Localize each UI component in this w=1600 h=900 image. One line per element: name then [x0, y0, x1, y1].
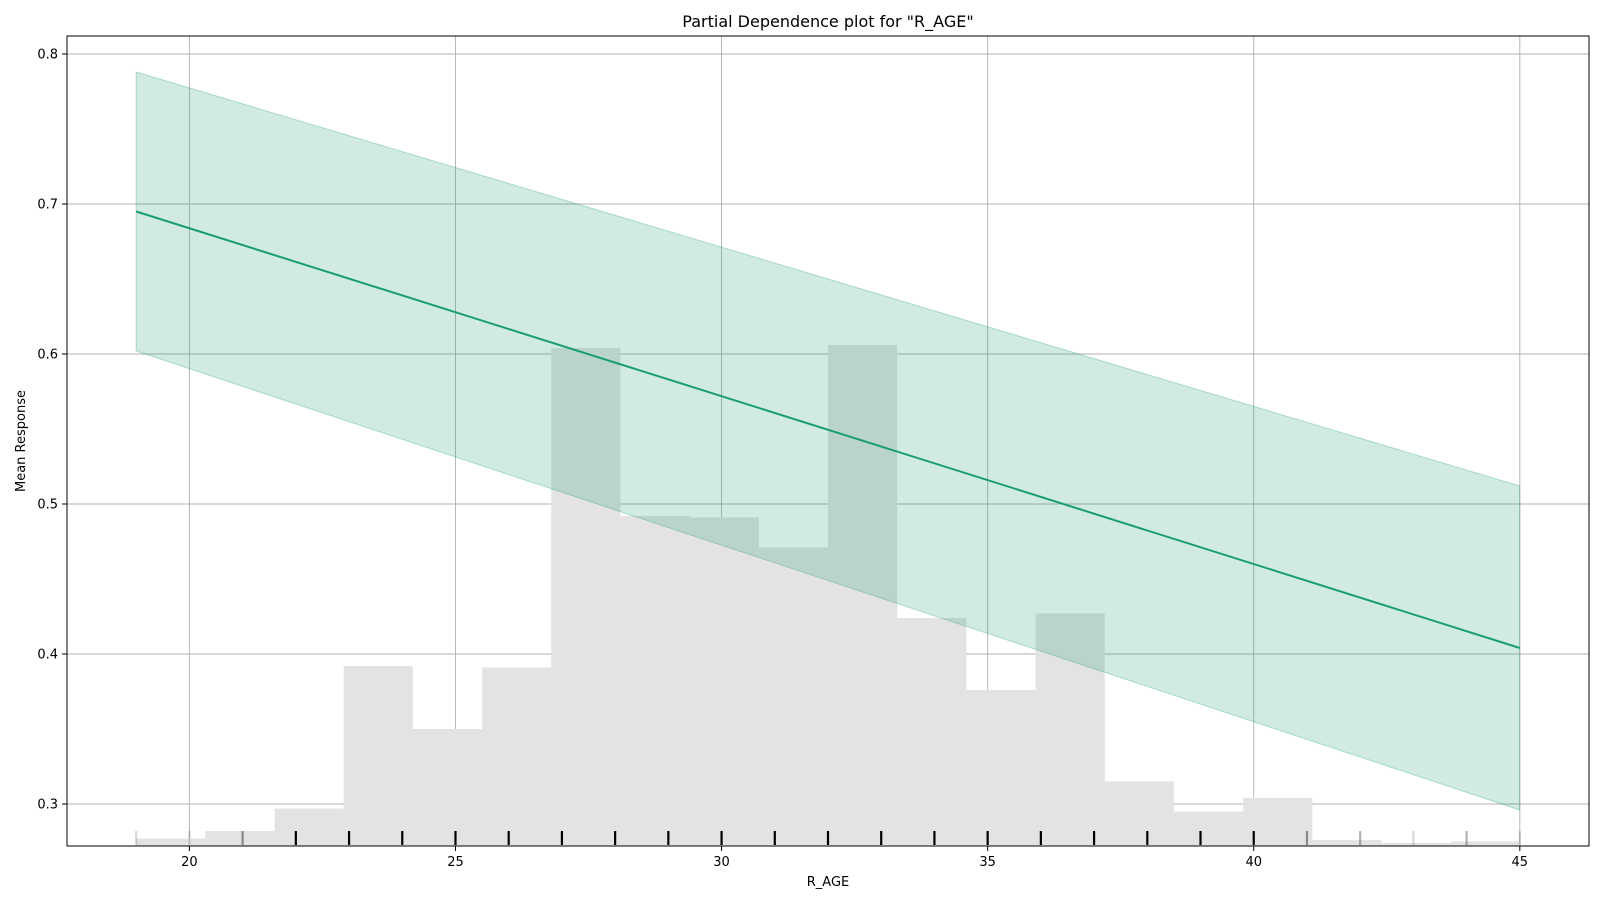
histogram-bar: [205, 831, 275, 846]
histogram-bar: [897, 618, 967, 846]
y-axis-ticks: 0.3 0.4 0.5 0.6 0.7 0.8: [37, 48, 67, 813]
x-tick-label: 25: [447, 855, 464, 870]
mean-response-line: [135, 210, 1521, 649]
confidence-band: [135, 71, 1521, 811]
histogram-bar: [828, 345, 898, 846]
histogram-bar: [136, 838, 206, 846]
rug-marks: [135, 831, 1521, 845]
histogram-bar: [274, 808, 344, 846]
plot-frame: [66, 35, 1590, 847]
mean-response-series-line: [135, 210, 1521, 649]
histogram: [136, 345, 1520, 846]
chart-title: Partial Dependence plot for "R_AGE": [682, 12, 973, 32]
histogram-bar: [966, 690, 1036, 846]
histogram-bar: [1104, 781, 1174, 846]
histogram-bar: [620, 516, 690, 846]
histogram-bar: [758, 547, 828, 846]
x-tick-label: 45: [1512, 855, 1529, 870]
histogram-bar: [551, 348, 621, 846]
x-tick-label: 40: [1245, 855, 1262, 870]
y-tick-label: 0.5: [37, 498, 58, 513]
histogram-bar: [1312, 840, 1382, 846]
y-axis-label: Mean Response: [14, 390, 29, 492]
y-tick-label: 0.6: [37, 348, 58, 363]
histogram-bar: [1173, 811, 1244, 846]
confidence-band-area: [135, 71, 1521, 811]
y-tick-label: 0.8: [37, 48, 58, 63]
histogram-bar: [1381, 843, 1451, 846]
x-tick-label: 30: [713, 855, 730, 870]
histogram-bar: [1035, 613, 1105, 846]
y-tick-label: 0.4: [37, 648, 58, 663]
y-tick-label: 0.3: [37, 798, 58, 813]
histogram-bar: [412, 729, 483, 846]
x-axis-label: R_AGE: [807, 875, 850, 890]
x-tick-label: 20: [181, 855, 198, 870]
histogram-bar: [1450, 841, 1520, 846]
x-axis-ticks: 20 25 30 35 40 45: [181, 846, 1528, 870]
histogram-bar: [482, 667, 552, 846]
histogram-bar: [689, 517, 759, 846]
y-tick-label: 0.7: [37, 198, 58, 213]
histogram-bar: [343, 666, 413, 846]
x-tick-label: 35: [979, 855, 996, 870]
